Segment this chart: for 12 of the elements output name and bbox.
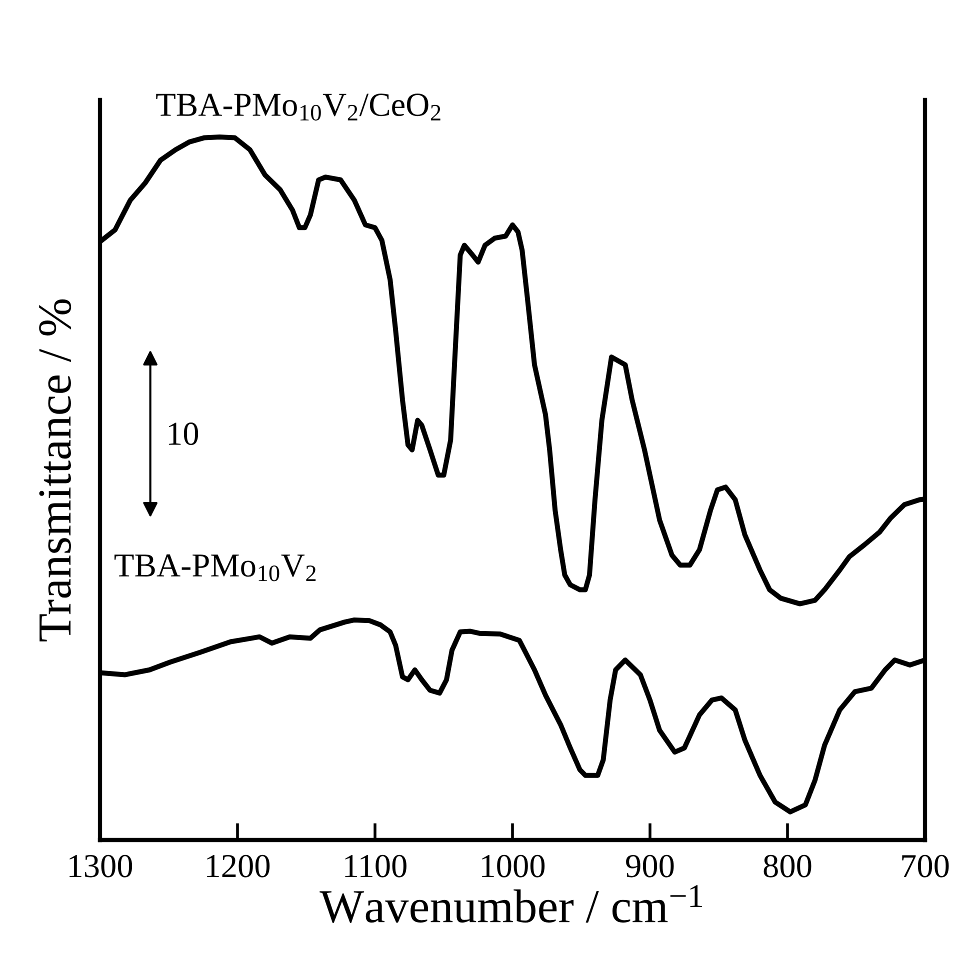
x-axis-title: Wavenumber / cm$^{−1}$	[320, 885, 702, 923]
x-tick-label: 1100	[345, 854, 406, 878]
series-label: TBA-PMo$_{10}$V$_{2}$/CeO$_{2}$	[156, 94, 440, 121]
y-axis-title: Transmittance / %	[39, 299, 72, 642]
x-tick-label: 900	[626, 854, 674, 878]
x-tick-label: 700	[902, 854, 949, 878]
x-tick-label: 800	[764, 854, 812, 878]
x-tick-label: 1000	[482, 854, 545, 878]
x-tick-label: 1300	[70, 854, 132, 878]
x-tick-label: 1200	[207, 854, 270, 878]
annotation: 10	[168, 422, 198, 446]
legend-label: TBA-PMo$_{10}$V$_{2}$	[114, 554, 316, 582]
